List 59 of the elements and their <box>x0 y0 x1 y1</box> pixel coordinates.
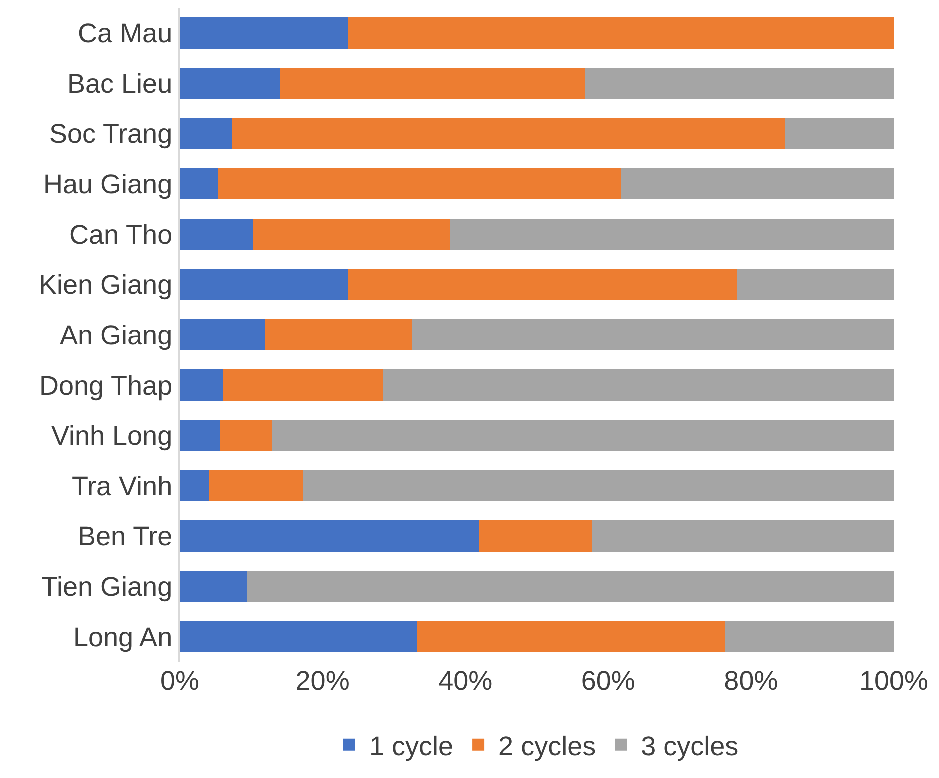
y-tick-label: Bac Lieu <box>68 68 173 99</box>
y-tick-label: Vinh Long <box>51 421 173 452</box>
bar <box>180 168 218 200</box>
x-tick-label: 40% <box>438 666 493 696</box>
bar <box>180 218 253 250</box>
y-tick-label: Tien Giang <box>42 572 173 602</box>
bar <box>736 269 894 300</box>
legend-label: 2 cycles <box>498 731 596 762</box>
bar <box>180 269 348 300</box>
bar <box>180 520 480 552</box>
y-tick-label: Kien Giang <box>39 270 173 300</box>
bar <box>218 168 622 200</box>
bar <box>252 218 450 250</box>
bar <box>479 520 593 552</box>
bar <box>180 18 348 49</box>
bar <box>180 68 281 100</box>
bar <box>180 319 266 351</box>
bar <box>280 68 586 100</box>
bar <box>621 168 894 200</box>
bar <box>209 470 304 502</box>
bar <box>586 68 894 100</box>
y-tick-label: An Giang <box>60 320 173 350</box>
bar <box>785 118 894 150</box>
bar <box>180 570 248 602</box>
y-tick-label: Ca Mau <box>78 18 173 49</box>
y-tick-label: Hau Giang <box>44 170 173 200</box>
bar <box>180 370 224 401</box>
y-tick-label: Tra Vinh <box>72 471 173 502</box>
bar <box>180 420 220 452</box>
bar <box>304 470 894 502</box>
bar <box>272 420 894 452</box>
x-tick-label: 80% <box>724 666 778 696</box>
bar <box>450 218 894 250</box>
bar <box>382 370 894 401</box>
bar <box>232 118 786 150</box>
y-tick-label: Can Tho <box>70 220 173 250</box>
bar <box>220 420 272 452</box>
bar <box>266 319 412 351</box>
bar <box>180 470 210 502</box>
y-tick-label: Dong Thap <box>39 370 173 401</box>
bar <box>724 621 894 652</box>
bar <box>224 370 383 401</box>
bar <box>180 621 418 652</box>
x-tick-label: 0% <box>160 666 200 696</box>
bar <box>417 621 725 652</box>
x-tick-label: 100% <box>859 666 929 696</box>
bar <box>247 570 894 602</box>
legend-label: 3 cycles <box>641 731 739 762</box>
bar <box>348 269 737 300</box>
legend-label: 1 cycle <box>370 731 454 762</box>
y-tick-label: Long An <box>73 622 173 652</box>
x-tick-label: 60% <box>581 666 636 696</box>
y-tick-label: Ben Tre <box>78 522 173 552</box>
y-tick-label: Soc Trang <box>50 119 173 150</box>
bar <box>592 520 894 552</box>
bar <box>180 118 232 150</box>
bar <box>412 319 894 351</box>
bar <box>348 18 894 49</box>
x-tick-label: 20% <box>296 666 350 696</box>
